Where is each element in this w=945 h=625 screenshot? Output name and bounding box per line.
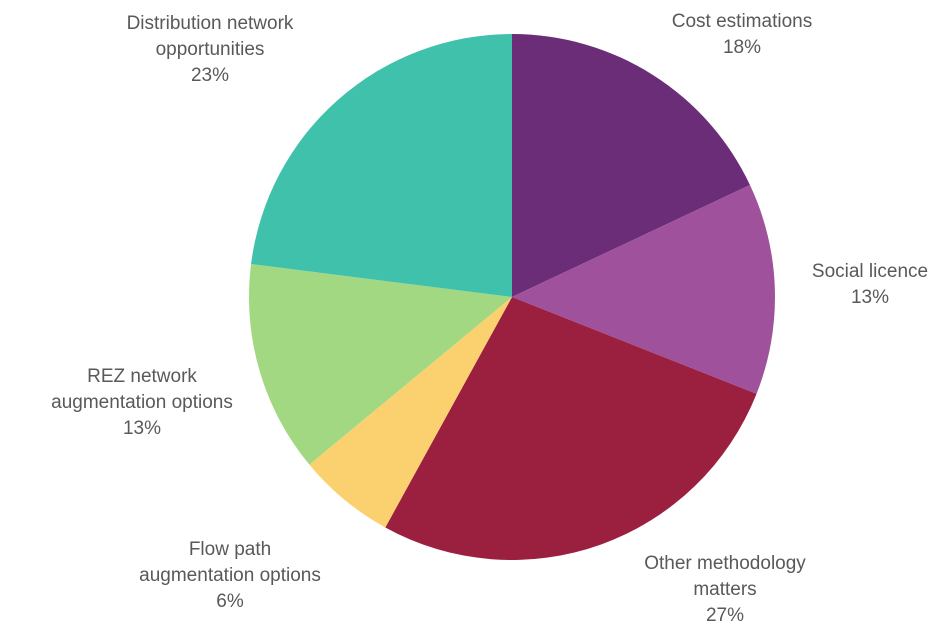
pie-slice-0 bbox=[512, 34, 750, 297]
slice-label-5: Distribution network opportunities 23% bbox=[127, 13, 294, 86]
pie-slice-2 bbox=[385, 297, 757, 561]
slice-category-label: Cost estimations bbox=[672, 11, 812, 32]
slice-category-label: augmentation options bbox=[139, 565, 321, 586]
slice-category-label: Distribution network bbox=[127, 13, 294, 34]
slice-label-0: Cost estimations 18% bbox=[672, 11, 812, 58]
pie-slice-4 bbox=[248, 264, 512, 465]
pie-slice-3 bbox=[309, 297, 512, 528]
pie-slice-5 bbox=[251, 34, 512, 297]
slice-category-label: opportunities bbox=[156, 39, 265, 60]
slice-category-label: augmentation options bbox=[51, 392, 233, 413]
slice-category-label: Flow path bbox=[189, 539, 271, 560]
slice-value-label: 13% bbox=[851, 287, 889, 308]
slice-category-label: REZ network bbox=[87, 366, 197, 387]
pie-slices bbox=[248, 34, 776, 561]
slice-value-label: 13% bbox=[123, 418, 161, 439]
slice-value-label: 23% bbox=[191, 65, 229, 86]
slice-value-label: 6% bbox=[216, 591, 244, 612]
slice-category-label: Other methodology bbox=[644, 553, 806, 574]
slice-label-4: REZ network augmentation options 13% bbox=[51, 366, 233, 439]
pie-labels: Cost estimations 18% Social licence 13% Othe… bbox=[51, 11, 928, 625]
slice-label-2: Other methodology matters 27% bbox=[644, 553, 806, 625]
slice-category-label: matters bbox=[693, 579, 756, 600]
slice-value-label: 27% bbox=[706, 605, 744, 625]
slice-value-label: 18% bbox=[723, 37, 761, 58]
slice-label-3: Flow path augmentation options 6% bbox=[139, 539, 321, 612]
pie-slice-1 bbox=[512, 185, 776, 394]
slice-label-1: Social licence 13% bbox=[812, 261, 928, 308]
slice-category-label: Social licence bbox=[812, 261, 928, 282]
